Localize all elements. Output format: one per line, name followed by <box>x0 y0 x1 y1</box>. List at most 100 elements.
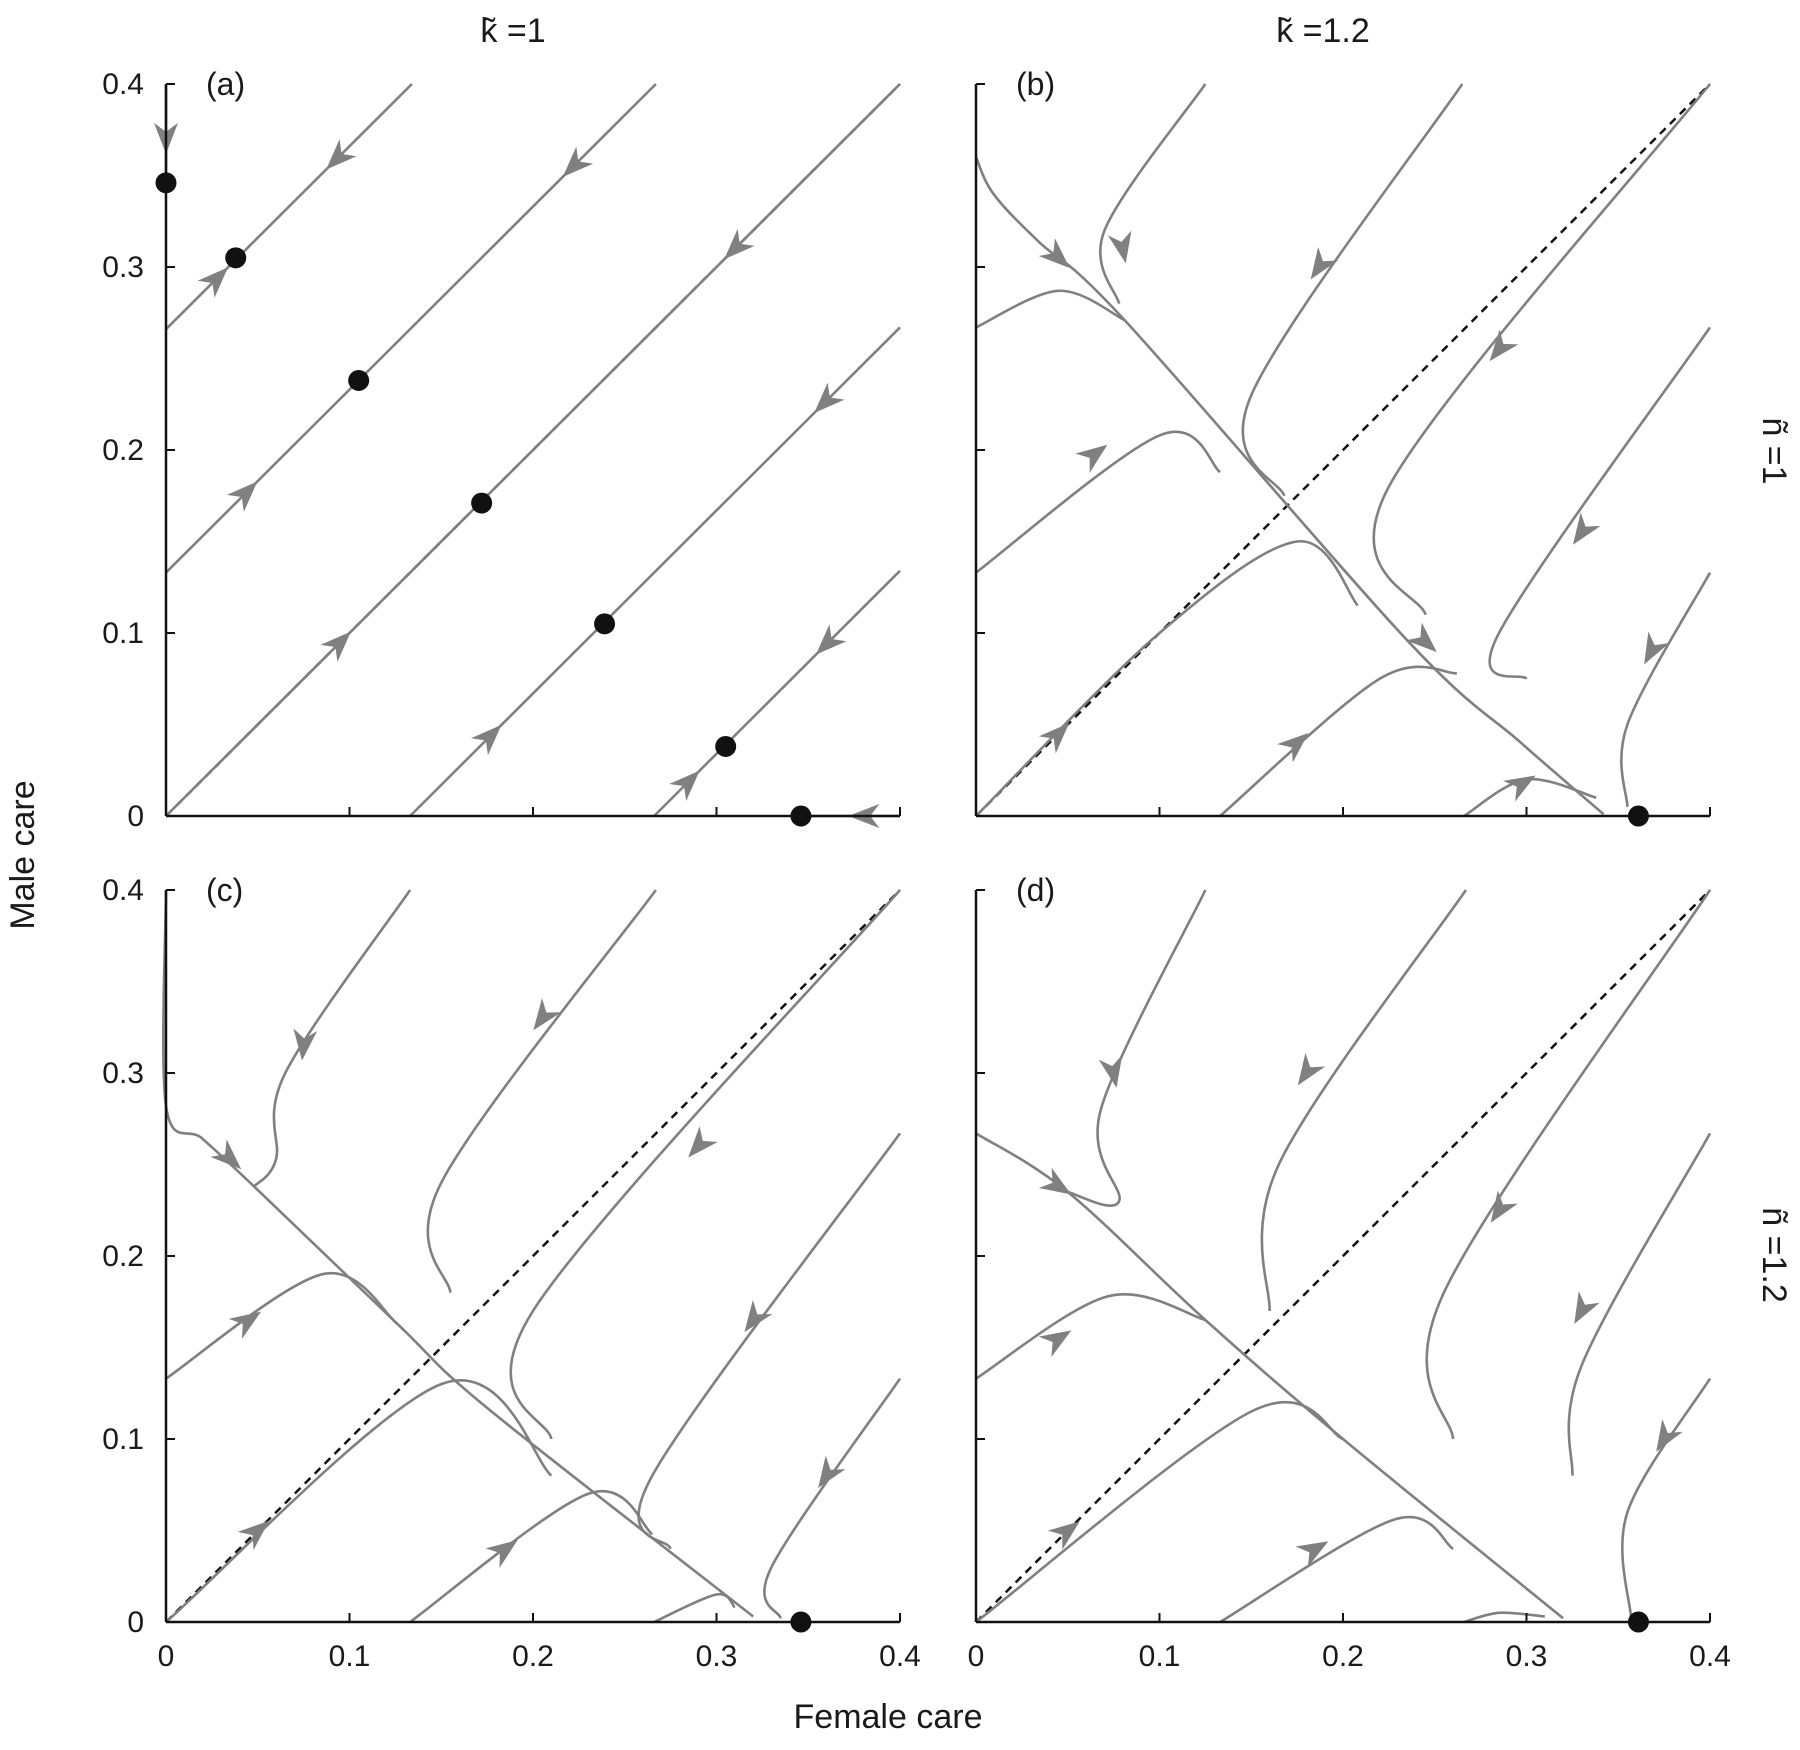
arrow-marker <box>1405 622 1437 653</box>
x-tick-label: 0 <box>158 1640 175 1673</box>
trajectory-line <box>975 540 1359 817</box>
trajectory-line <box>975 1400 1344 1624</box>
arrow-marker <box>326 139 357 170</box>
arrow-marker <box>815 624 847 655</box>
y-tick-label: 0.1 <box>102 617 144 650</box>
x-tick-label: 0.3 <box>696 1640 738 1673</box>
x-tick-label: 0 <box>968 1640 985 1673</box>
arrow-marker <box>197 267 229 298</box>
panel-label: (b) <box>1016 66 1055 102</box>
arrow-marker <box>293 1028 318 1061</box>
diagonal-line <box>975 83 1711 817</box>
arrow-marker <box>1574 1291 1600 1325</box>
arrow-marker <box>320 631 351 662</box>
trajectory-line <box>653 1592 736 1624</box>
trajectory-line <box>1567 1132 1712 1476</box>
trajectory-line <box>1621 1377 1712 1619</box>
arrow-marker <box>1310 247 1339 280</box>
diagonal-line <box>975 889 1711 1623</box>
arrow-marker <box>1038 723 1070 754</box>
trajectory-line <box>1463 1611 1545 1624</box>
trajectory-line <box>165 83 657 574</box>
arrow-marker <box>228 1311 262 1339</box>
equilibrium-point <box>790 805 812 827</box>
column-title-1: k̃ =1 <box>480 12 545 50</box>
arrow-marker <box>226 481 258 512</box>
x-axis-title: Female care <box>794 1698 983 1736</box>
arrow-marker <box>1047 1521 1080 1550</box>
trajectory-line <box>1372 83 1712 616</box>
trajectory-line <box>1260 889 1467 1311</box>
x-tick-label: 0.2 <box>1322 1640 1364 1673</box>
arrow-marker <box>1572 512 1601 545</box>
trajectory-line <box>509 889 901 1440</box>
row-title-2: ñ =1.2 <box>1755 1207 1793 1302</box>
arrow-marker <box>1297 1053 1326 1086</box>
arrow-marker <box>237 1520 270 1551</box>
x-tick-label: 0.2 <box>512 1640 554 1673</box>
trajectory-line <box>1620 571 1712 807</box>
arrow-marker <box>562 146 594 177</box>
arrow-marker <box>1075 444 1108 473</box>
equilibrium-point <box>155 172 177 194</box>
arrow-marker <box>814 382 845 413</box>
panel-b: (b) <box>974 66 1712 827</box>
arrow-marker <box>744 1300 773 1333</box>
panel-label: (c) <box>206 872 243 908</box>
panel-c: 0 0.1 0.2 0.3 0.4 0 0.1 0.2 0.3 0.4 (c) <box>102 872 921 1673</box>
y-tick-label: 0 <box>127 800 144 833</box>
arrow-marker <box>669 770 700 801</box>
equilibrium-point <box>1627 1611 1649 1633</box>
arrow-marker <box>533 998 562 1031</box>
arrow-marker <box>1644 631 1670 665</box>
x-tick-label: 0.1 <box>1139 1640 1181 1673</box>
y-axis-title: Male care <box>4 780 42 929</box>
arrow-marker <box>1295 1541 1329 1568</box>
trajectory-line <box>426 889 657 1293</box>
equilibrium-point <box>471 492 493 514</box>
equilibrium-point <box>1627 805 1649 827</box>
trajectory-line <box>1219 665 1457 817</box>
x-tick-label: 0.1 <box>329 1640 371 1673</box>
row-title-1: ñ =1 <box>1755 417 1793 484</box>
arrow-marker <box>688 1126 718 1158</box>
y-tick-label: 0.2 <box>102 1240 144 1273</box>
panel-a: 0 0.1 0.2 0.3 0.4 (a) <box>102 66 901 833</box>
trajectory-line <box>1098 83 1207 304</box>
trajectory-line <box>975 289 1126 329</box>
y-tick-label: 0.1 <box>102 1423 144 1456</box>
y-tick-label: 0.3 <box>102 251 144 284</box>
arrow-marker <box>818 1455 846 1488</box>
trajectory-line <box>1241 83 1464 497</box>
arrow-marker <box>1489 329 1519 362</box>
y-tick-label: 0.4 <box>102 68 144 101</box>
arrow-marker <box>1038 1167 1072 1195</box>
arrow-marker <box>724 228 755 260</box>
equilibrium-point <box>225 247 247 269</box>
equilibrium-point <box>594 613 616 635</box>
arrow-marker <box>1038 1330 1072 1357</box>
x-tick-label: 0.4 <box>879 1640 921 1673</box>
trajectory-line <box>253 889 412 1188</box>
arrow-marker <box>1098 1054 1123 1088</box>
arrow-marker <box>1277 733 1309 763</box>
arrow-marker <box>1502 775 1536 802</box>
trajectory-line <box>165 83 413 331</box>
column-title-2: k̃ =1.2 <box>1276 12 1370 50</box>
arrow-marker <box>470 724 502 756</box>
y-tick-label: 0.2 <box>102 434 144 467</box>
trajectory-line <box>1067 889 1207 1207</box>
y-tick-label: 0 <box>127 1606 144 1639</box>
panel-label: (d) <box>1016 872 1055 908</box>
trajectory-line <box>975 1293 1206 1380</box>
arrow-marker <box>485 1540 518 1568</box>
trajectory-line <box>974 156 1605 816</box>
trajectory-line <box>1463 777 1597 818</box>
trajectory-line <box>1488 326 1712 680</box>
trajectory-line <box>1425 889 1712 1440</box>
x-tick-label: 0.4 <box>1689 1640 1731 1673</box>
arrow-marker <box>210 1139 242 1170</box>
equilibrium-point <box>790 1611 812 1633</box>
trajectory-line <box>161 889 755 1618</box>
